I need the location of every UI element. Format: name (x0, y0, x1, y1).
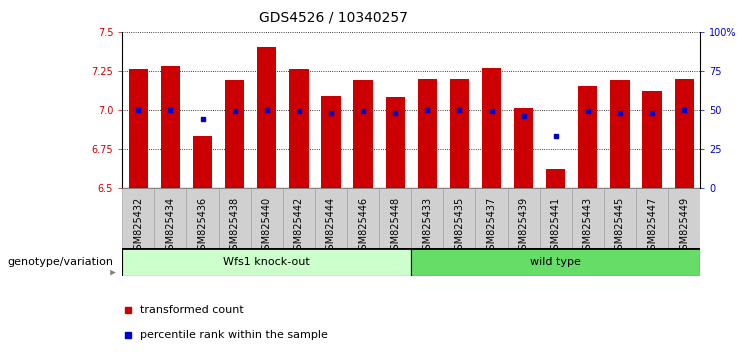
Bar (546, 169, 565, 188)
Text: GSM825441: GSM825441 (551, 197, 561, 256)
Bar (129, 69, 148, 188)
Bar (508, 188, 539, 248)
Text: GSM825445: GSM825445 (615, 197, 625, 256)
Text: GSM825438: GSM825438 (230, 197, 239, 256)
Text: GSM825440: GSM825440 (262, 197, 272, 256)
Text: GSM825436: GSM825436 (198, 197, 207, 256)
Bar (385, 97, 405, 188)
Text: GSM825443: GSM825443 (583, 197, 593, 256)
Text: GSM825442: GSM825442 (294, 197, 304, 256)
Text: Wfs1 knock-out: Wfs1 knock-out (223, 257, 310, 267)
Bar (476, 188, 508, 248)
Bar (353, 80, 373, 188)
Text: GDS4526 / 10340257: GDS4526 / 10340257 (259, 11, 408, 25)
Bar (379, 188, 411, 248)
Bar (539, 188, 572, 248)
Text: GSM825433: GSM825433 (422, 197, 432, 256)
Text: genotype/variation: genotype/variation (7, 257, 113, 267)
Bar (347, 188, 379, 248)
Bar (443, 188, 476, 248)
Bar (122, 248, 411, 276)
Text: GSM825432: GSM825432 (133, 197, 143, 256)
Bar (122, 188, 154, 248)
Bar (411, 248, 700, 276)
Bar (604, 188, 636, 248)
Bar (250, 188, 283, 248)
Bar (225, 80, 245, 188)
Bar (315, 188, 347, 248)
Bar (578, 86, 597, 188)
Bar (411, 188, 443, 248)
Bar (193, 136, 212, 188)
Bar (642, 91, 662, 188)
Text: GSM825446: GSM825446 (358, 197, 368, 256)
Bar (514, 108, 534, 188)
Bar (161, 66, 180, 188)
Text: GSM825444: GSM825444 (326, 197, 336, 256)
Bar (187, 188, 219, 248)
Bar (450, 79, 469, 188)
Bar (674, 79, 694, 188)
Bar (572, 188, 604, 248)
Text: GSM825434: GSM825434 (165, 197, 176, 256)
Text: GSM825447: GSM825447 (647, 197, 657, 256)
Bar (283, 188, 315, 248)
Bar (418, 79, 437, 188)
Bar (636, 188, 668, 248)
Bar (289, 69, 308, 188)
Bar (611, 80, 630, 188)
Bar (668, 188, 700, 248)
Text: GSM825437: GSM825437 (487, 197, 496, 256)
Bar (154, 188, 187, 248)
Text: GSM825448: GSM825448 (391, 197, 400, 256)
Text: GSM825449: GSM825449 (679, 197, 689, 256)
Text: percentile rank within the sample: percentile rank within the sample (139, 330, 328, 339)
Text: GSM825439: GSM825439 (519, 197, 528, 256)
Text: wild type: wild type (531, 257, 581, 267)
Bar (482, 68, 501, 188)
Text: GSM825435: GSM825435 (454, 197, 465, 256)
Bar (219, 188, 250, 248)
Bar (257, 47, 276, 188)
Bar (322, 96, 341, 188)
Text: transformed count: transformed count (139, 305, 243, 315)
